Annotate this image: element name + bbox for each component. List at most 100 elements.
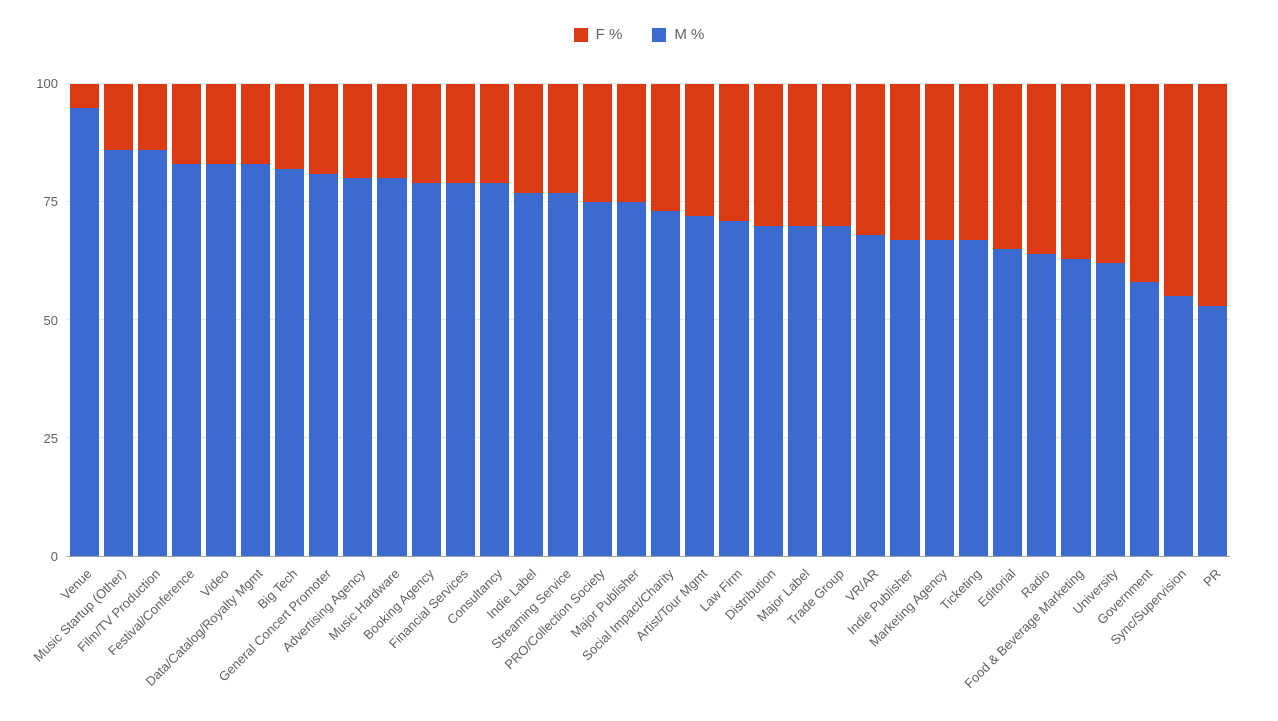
bar-segment-f-pct[interactable]	[1198, 84, 1228, 306]
bar-segment-m-pct[interactable]	[1061, 258, 1091, 556]
bar-column	[1162, 84, 1196, 556]
bar-segment-m-pct[interactable]	[821, 225, 852, 556]
bar-segment-m-pct[interactable]	[548, 192, 578, 556]
bar-segment-m-pct[interactable]	[206, 164, 236, 556]
bar-segment-f-pct[interactable]	[616, 84, 646, 202]
bar-segment-f-pct[interactable]	[1129, 84, 1159, 283]
bar-segment-m-pct[interactable]	[308, 173, 339, 556]
bar-segment-f-pct[interactable]	[308, 84, 339, 174]
bar-column	[170, 84, 204, 556]
bar-segment-m-pct[interactable]	[616, 202, 646, 556]
bar-segment-f-pct[interactable]	[1061, 84, 1091, 259]
y-tick-label: 25	[43, 430, 58, 446]
bar-segment-f-pct[interactable]	[1164, 84, 1194, 297]
bar-column	[1196, 84, 1230, 556]
gridline	[67, 319, 1230, 320]
bar-segment-m-pct[interactable]	[445, 183, 475, 556]
gridline	[67, 437, 1230, 438]
bar-column	[819, 84, 853, 556]
legend-item[interactable]: M %	[652, 26, 704, 43]
legend-item[interactable]: F %	[573, 26, 623, 43]
bar-segment-m-pct[interactable]	[650, 211, 681, 556]
bar-column	[101, 84, 135, 556]
bar-segment-m-pct[interactable]	[1164, 296, 1194, 556]
bar-segment-f-pct[interactable]	[137, 84, 168, 151]
bar-column	[956, 84, 990, 556]
legend-label: F %	[595, 26, 623, 43]
bar-segment-f-pct[interactable]	[479, 84, 510, 184]
bar-segment-f-pct[interactable]	[411, 84, 441, 184]
bar-segment-f-pct[interactable]	[924, 84, 954, 240]
gridline	[67, 83, 1230, 84]
bar-segment-f-pct[interactable]	[548, 84, 578, 193]
bar-segment-m-pct[interactable]	[172, 164, 202, 556]
bar-segment-f-pct[interactable]	[787, 84, 817, 226]
bar-segment-f-pct[interactable]	[719, 84, 749, 221]
bar-segment-m-pct[interactable]	[274, 168, 304, 556]
bar-segment-m-pct[interactable]	[958, 239, 988, 556]
bar-column	[751, 84, 785, 556]
bar-segment-m-pct[interactable]	[137, 150, 168, 556]
bar-segment-f-pct[interactable]	[650, 84, 681, 212]
bar-segment-f-pct[interactable]	[856, 84, 886, 236]
bar-segment-f-pct[interactable]	[821, 84, 852, 226]
bar-segment-f-pct[interactable]	[753, 84, 783, 226]
bar-segment-f-pct[interactable]	[958, 84, 988, 240]
bar-segment-f-pct[interactable]	[274, 84, 304, 169]
bar-column	[443, 84, 477, 556]
bar-segment-m-pct[interactable]	[1129, 282, 1159, 556]
bar-segment-f-pct[interactable]	[103, 84, 133, 151]
bar-column	[1059, 84, 1093, 556]
bars	[67, 84, 1230, 556]
bar-segment-f-pct[interactable]	[1027, 84, 1057, 254]
bar-segment-m-pct[interactable]	[343, 178, 373, 556]
bar-segment-m-pct[interactable]	[514, 192, 544, 556]
bar-segment-m-pct[interactable]	[890, 239, 920, 556]
bar-segment-f-pct[interactable]	[240, 84, 270, 165]
bar-segment-f-pct[interactable]	[890, 84, 920, 240]
legend-swatch	[652, 27, 667, 42]
bar-segment-m-pct[interactable]	[411, 183, 441, 556]
bar-segment-m-pct[interactable]	[479, 183, 510, 556]
bar-column	[990, 84, 1024, 556]
bar-segment-m-pct[interactable]	[1198, 305, 1228, 556]
bar-segment-m-pct[interactable]	[103, 150, 133, 556]
bar-segment-f-pct[interactable]	[377, 84, 407, 179]
bar-segment-f-pct[interactable]	[343, 84, 373, 179]
bar-segment-m-pct[interactable]	[992, 249, 1023, 556]
bar-column	[375, 84, 409, 556]
bar-segment-m-pct[interactable]	[753, 225, 783, 556]
bar-column	[683, 84, 717, 556]
bar-segment-f-pct[interactable]	[69, 84, 99, 108]
bar-segment-m-pct[interactable]	[69, 107, 99, 556]
bar-segment-m-pct[interactable]	[582, 202, 612, 556]
bar-column	[1093, 84, 1127, 556]
bar-segment-f-pct[interactable]	[172, 84, 202, 165]
bar-segment-f-pct[interactable]	[1095, 84, 1125, 264]
bar-column	[67, 84, 101, 556]
y-tick-label: 75	[43, 194, 58, 210]
bar-column	[888, 84, 922, 556]
bar-segment-m-pct[interactable]	[1095, 263, 1125, 556]
bar-segment-f-pct[interactable]	[582, 84, 612, 202]
bar-segment-m-pct[interactable]	[685, 216, 715, 556]
bar-column	[614, 84, 648, 556]
bar-column	[135, 84, 169, 556]
bar-segment-m-pct[interactable]	[787, 225, 817, 556]
bar-segment-m-pct[interactable]	[240, 164, 270, 556]
bar-segment-m-pct[interactable]	[377, 178, 407, 556]
bar-column	[648, 84, 682, 556]
plot-area: Venue Music Startup (Other) Film/TV Produc…	[30, 83, 1230, 691]
bar-segment-m-pct[interactable]	[719, 220, 749, 556]
bar-column	[1127, 84, 1161, 556]
bar-segment-m-pct[interactable]	[856, 235, 886, 556]
bar-column	[512, 84, 546, 556]
bar-segment-f-pct[interactable]	[992, 84, 1023, 250]
bar-segment-f-pct[interactable]	[206, 84, 236, 165]
bar-segment-f-pct[interactable]	[514, 84, 544, 193]
bar-segment-f-pct[interactable]	[685, 84, 715, 217]
bar-segment-m-pct[interactable]	[1027, 253, 1057, 556]
bar-segment-m-pct[interactable]	[924, 239, 954, 556]
legend-label: M %	[674, 26, 705, 43]
bar-segment-f-pct[interactable]	[445, 84, 475, 184]
